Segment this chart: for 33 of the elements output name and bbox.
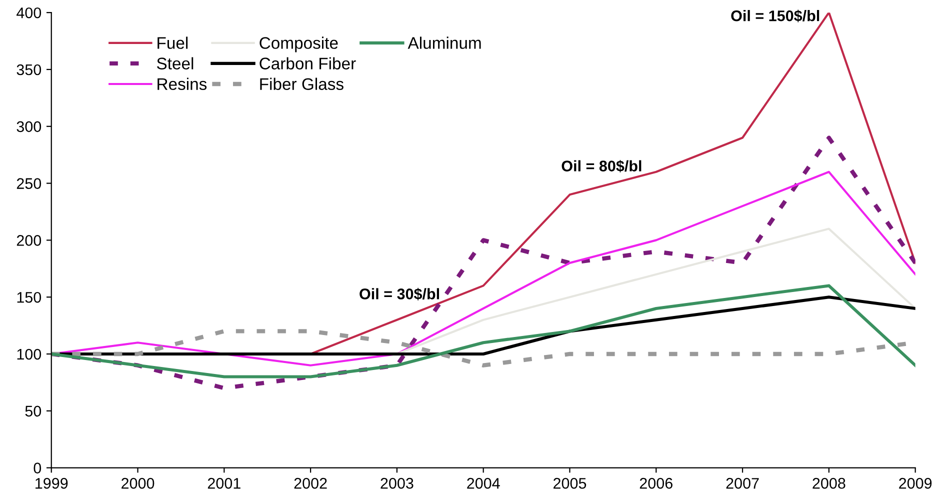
x-tick-label: 2009 xyxy=(899,478,932,489)
legend-label: Aluminum xyxy=(408,36,481,49)
legend-label: Fiber Glass xyxy=(260,78,344,90)
line-series xyxy=(396,228,916,356)
x-tick-label: 2008 xyxy=(812,478,846,489)
y-tick-label: 150 xyxy=(17,292,42,303)
legend-label: Fuel xyxy=(158,36,188,49)
x-tick-label: 2001 xyxy=(208,478,240,489)
y-tick-label: 50 xyxy=(25,406,42,417)
legend-label: Carbon Fiber xyxy=(260,57,356,70)
y-tick-label: 300 xyxy=(16,121,42,132)
legend-label: Composite xyxy=(260,36,338,52)
x-tick-label: 2003 xyxy=(380,478,414,489)
x-tick-label: 2006 xyxy=(640,478,672,489)
x-tick-label: 2002 xyxy=(294,478,327,489)
x-tick-label: 2005 xyxy=(554,478,586,489)
x-tick-label: 2007 xyxy=(726,478,759,489)
y-tick-label: 0 xyxy=(34,462,42,474)
y-tick-label: 200 xyxy=(16,235,42,246)
y-tick-label: 100 xyxy=(17,348,42,360)
y-tick-label: 250 xyxy=(16,178,42,189)
annotation: Oil = 150$/bl xyxy=(731,10,820,22)
legend-label: Resins xyxy=(158,78,207,90)
line-series xyxy=(51,284,916,378)
legend-label: Steel xyxy=(156,57,194,70)
x-tick-label: 2000 xyxy=(122,478,154,489)
y-tick-label: 350 xyxy=(16,64,42,76)
y-tick-label: 400 xyxy=(16,7,42,18)
annotation: Oil = 80$/bl xyxy=(562,160,642,172)
line-series xyxy=(51,136,916,390)
annotation: Oil = 30$/bl xyxy=(360,288,440,300)
x-tick-label: 2004 xyxy=(467,478,500,489)
x-tick-label: 1999 xyxy=(36,478,68,489)
